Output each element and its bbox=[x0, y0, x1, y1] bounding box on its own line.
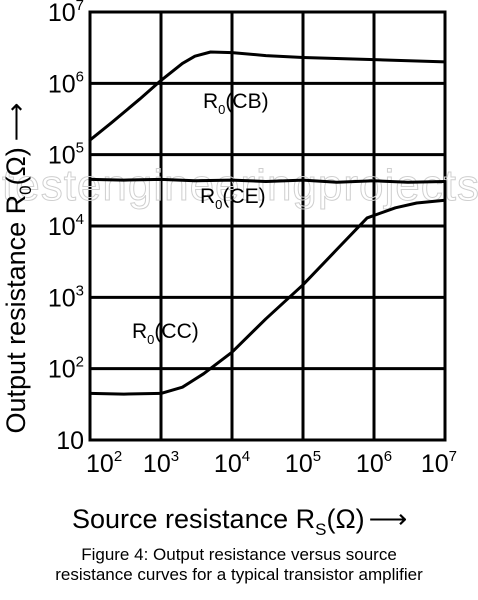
curve-label-rest: (CB) bbox=[225, 90, 268, 113]
x-tick-base: 10 bbox=[285, 450, 313, 478]
curve-label: R0(CE) bbox=[200, 185, 266, 212]
y-tick-label: 106 bbox=[48, 68, 84, 98]
x-tick-labels: 102 103 104 105 106 107 bbox=[86, 448, 457, 478]
y-tick-label: 104 bbox=[48, 211, 84, 241]
y-tick-exponent: 4 bbox=[76, 211, 84, 228]
x-tick-label: 103 bbox=[143, 448, 179, 478]
y-tick-label: 105 bbox=[48, 140, 84, 170]
y-tick-base: 10 bbox=[48, 0, 76, 27]
y-tick-label: 10 bbox=[56, 427, 84, 455]
x-tick-base: 10 bbox=[421, 450, 449, 478]
watermark-text: testengineeringprojects.com bbox=[2, 161, 478, 210]
y-tick-label: 103 bbox=[48, 282, 84, 312]
y-tick-base: 10 bbox=[48, 213, 76, 241]
curve-label-rest: (CC) bbox=[154, 320, 198, 343]
y-tick-base: 10 bbox=[56, 427, 84, 455]
x-tick-exponent: 2 bbox=[114, 448, 122, 465]
curve-r0-ce bbox=[88, 177, 447, 184]
x-axis-title-subscript: S bbox=[315, 520, 326, 539]
y-axis-title-subscript: 0 bbox=[16, 185, 35, 194]
x-tick-exponent: 4 bbox=[242, 448, 250, 465]
y-tick-exponent: 5 bbox=[76, 140, 84, 157]
curve-label-rest: (CE) bbox=[222, 185, 265, 208]
curve-label-main: R bbox=[203, 90, 218, 113]
y-tick-exponent: 3 bbox=[76, 282, 84, 299]
x-tick-label: 107 bbox=[421, 448, 457, 478]
x-tick-exponent: 7 bbox=[449, 448, 457, 465]
y-axis-arrow: ⟶ bbox=[1, 103, 31, 142]
y-axis-title: Output resistance R0(Ω) ⟶ bbox=[1, 103, 35, 434]
y-axis-title-unit: (Ω) bbox=[1, 147, 31, 185]
figure-caption: Figure 4: Output resistance versus sourc… bbox=[0, 545, 478, 585]
curve-r0-cb bbox=[88, 50, 447, 142]
x-tick-label: 104 bbox=[214, 448, 250, 478]
curve-labels: R0(CB)R0(CE)R0(CC) bbox=[132, 90, 269, 347]
curve-label-main: R bbox=[132, 320, 147, 343]
x-axis-title-text: Source resistance R bbox=[72, 504, 315, 534]
x-tick-base: 10 bbox=[86, 450, 114, 478]
curves bbox=[88, 50, 447, 396]
y-tick-exponent: 7 bbox=[76, 0, 84, 14]
y-tick-base: 10 bbox=[48, 142, 76, 170]
curve-label-subscript: 0 bbox=[215, 197, 222, 212]
y-axis-title-text: Output resistance R bbox=[1, 195, 31, 434]
y-tick-exponent: 2 bbox=[76, 354, 84, 371]
curve-label-subscript: 0 bbox=[218, 102, 225, 117]
x-tick-exponent: 5 bbox=[313, 448, 321, 465]
output-resistance-chart: testengineeringprojects.com R0(CB)R0(CE)… bbox=[1, 0, 478, 539]
y-tick-base: 10 bbox=[48, 70, 76, 98]
curve-r0-cc bbox=[88, 198, 447, 396]
x-tick-exponent: 3 bbox=[171, 448, 179, 465]
curve-label: R0(CC) bbox=[132, 320, 199, 347]
caption-line-1: Figure 4: Output resistance versus sourc… bbox=[81, 545, 397, 564]
y-tick-label: 107 bbox=[48, 0, 84, 27]
x-axis-title: Source resistance RS(Ω) ⟶ bbox=[72, 504, 407, 539]
curve-label-main: R bbox=[200, 185, 215, 208]
plot-frame bbox=[88, 10, 447, 442]
y-tick-exponent: 6 bbox=[76, 68, 84, 85]
y-tick-base: 10 bbox=[48, 356, 76, 384]
x-tick-base: 10 bbox=[214, 450, 242, 478]
x-tick-base: 10 bbox=[143, 450, 171, 478]
x-tick-label: 106 bbox=[356, 448, 392, 478]
x-tick-exponent: 6 bbox=[384, 448, 392, 465]
y-tick-label: 102 bbox=[48, 354, 84, 384]
x-axis-title-unit: (Ω) bbox=[326, 504, 364, 534]
caption-line-2: resistance curves for a typical transist… bbox=[55, 565, 423, 584]
curve-label-subscript: 0 bbox=[147, 332, 154, 347]
x-axis-arrow: ⟶ bbox=[369, 504, 408, 534]
grid bbox=[90, 12, 445, 440]
x-tick-label: 102 bbox=[86, 448, 122, 478]
x-tick-label: 105 bbox=[285, 448, 321, 478]
x-tick-base: 10 bbox=[356, 450, 384, 478]
y-tick-base: 10 bbox=[48, 284, 76, 312]
curve-label: R0(CB) bbox=[203, 90, 269, 117]
